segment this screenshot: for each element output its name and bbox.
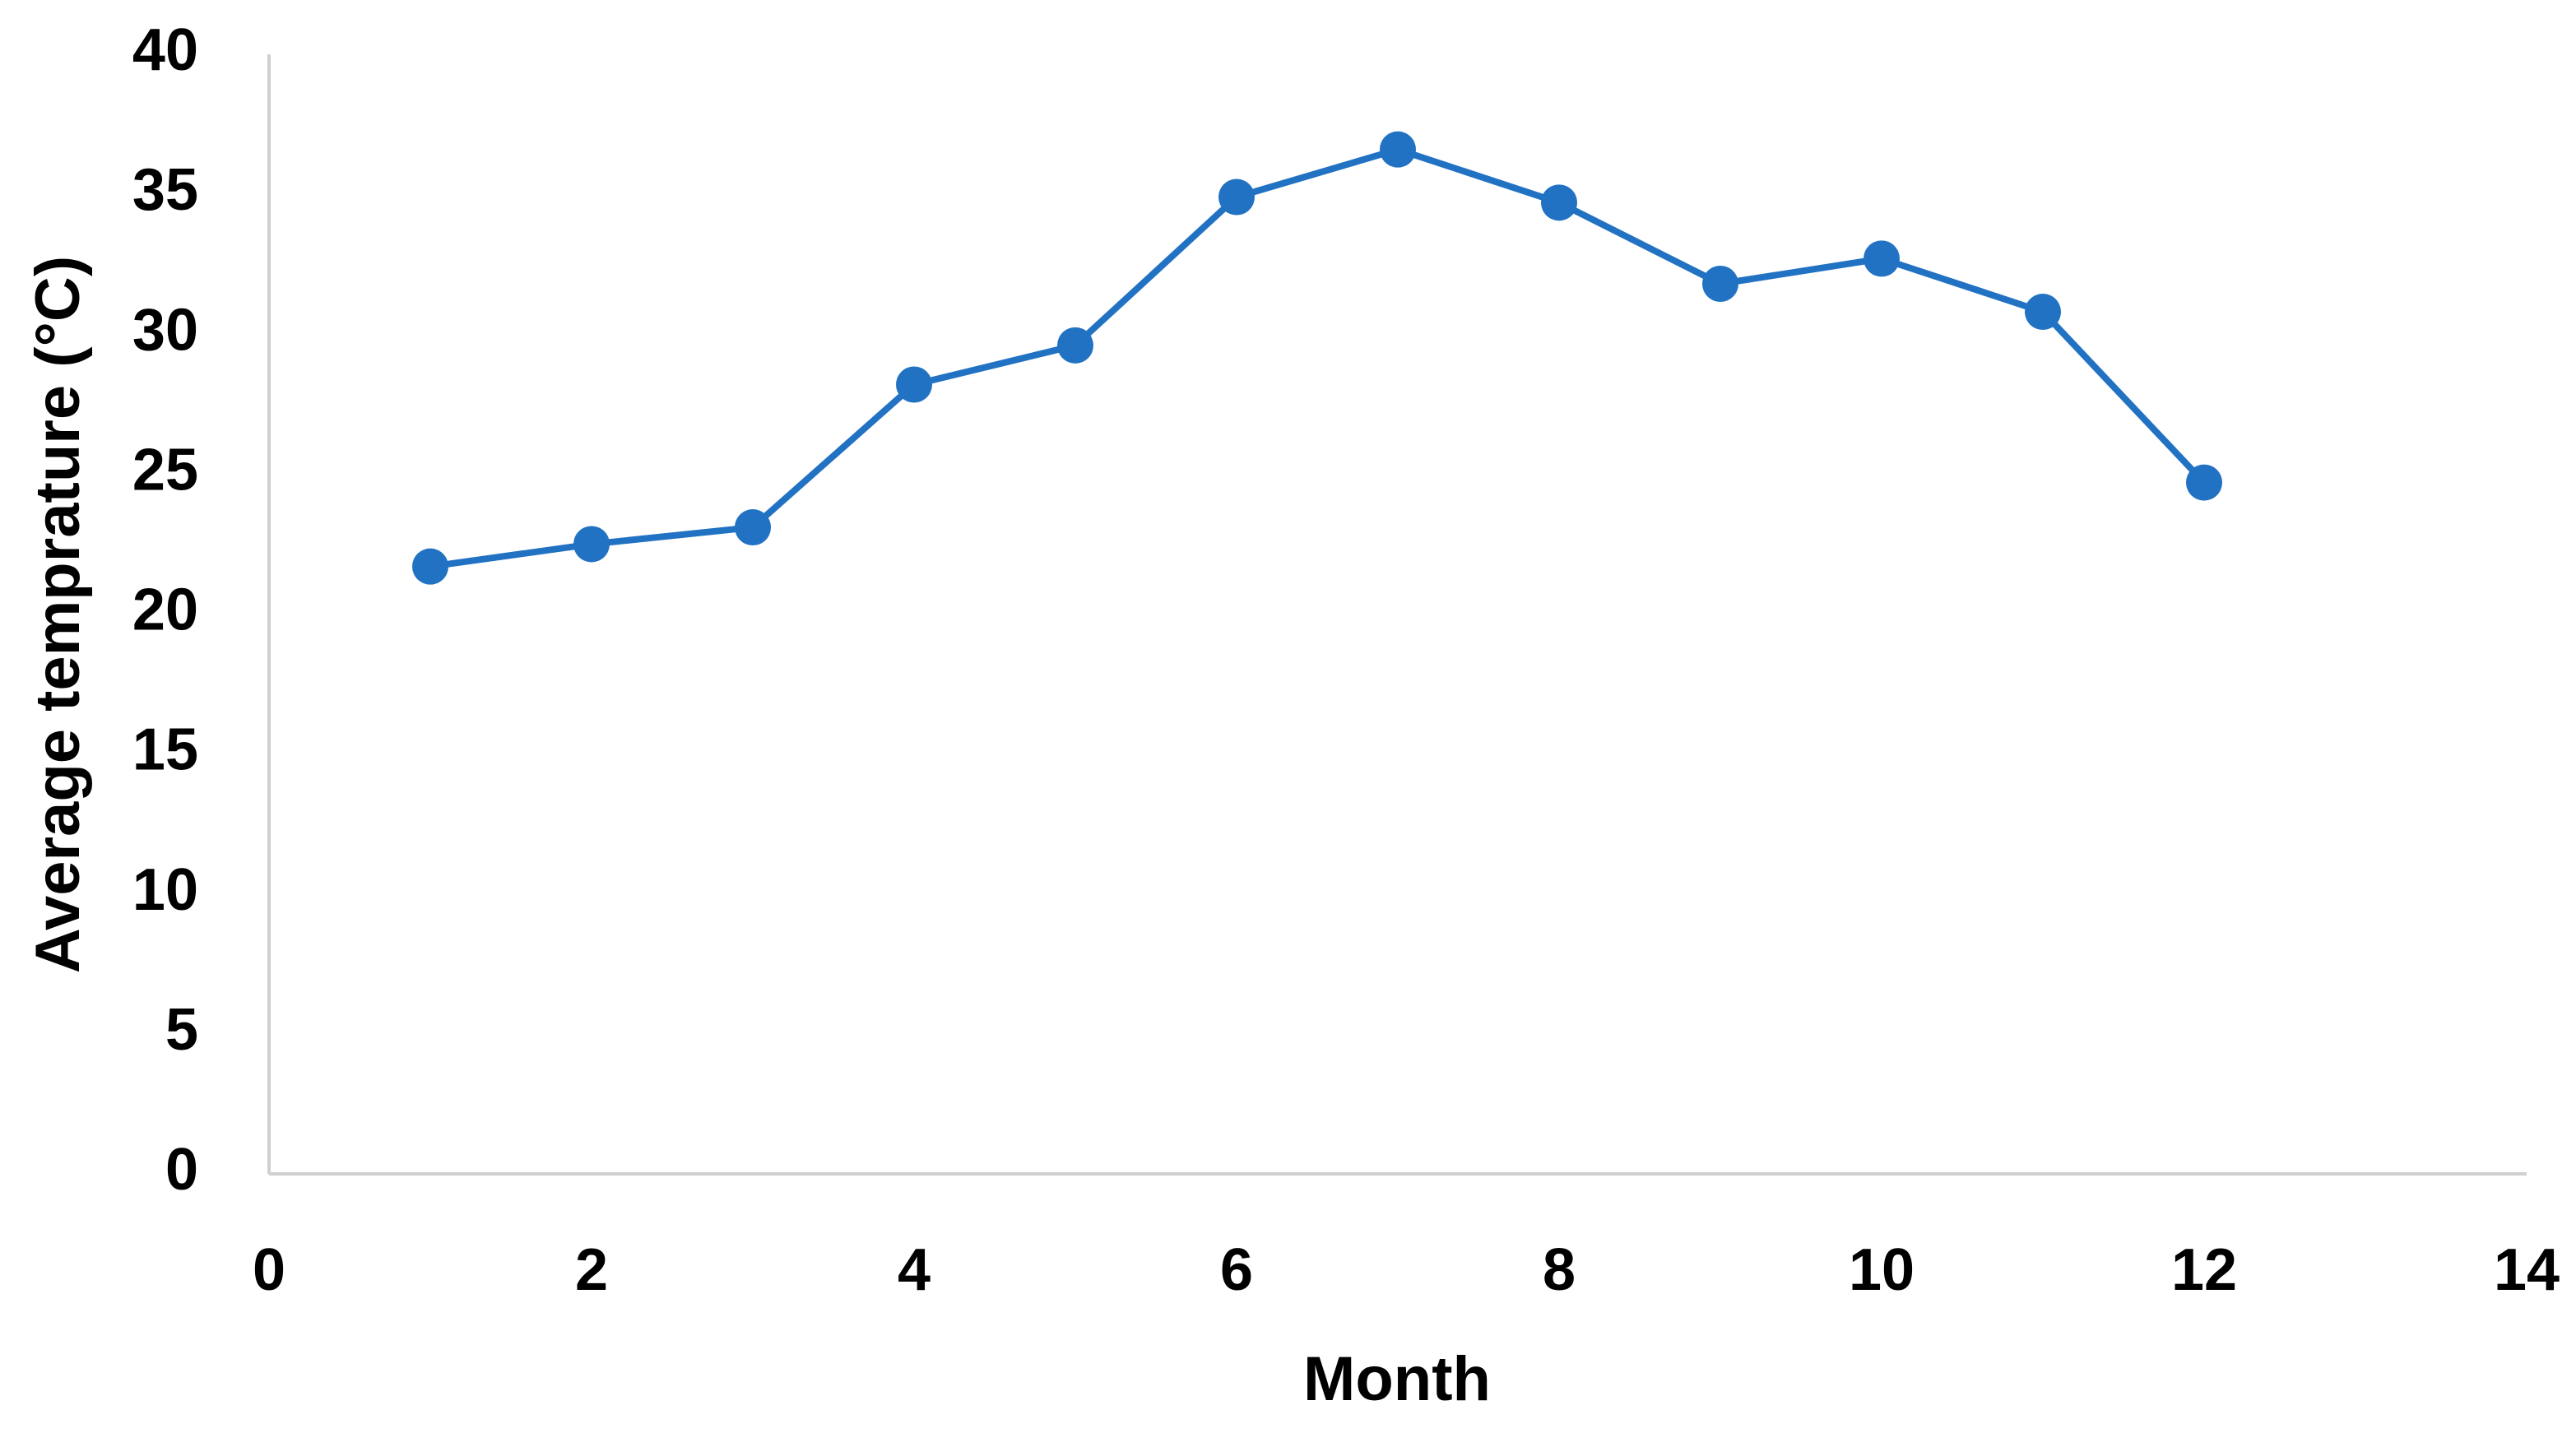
data-point <box>2025 294 2061 331</box>
x-tick-label: 4 <box>898 1237 931 1303</box>
x-tick-label: 14 <box>2494 1237 2560 1303</box>
x-axis-title: Month <box>1303 1344 1491 1414</box>
x-tick-label: 12 <box>2171 1237 2237 1303</box>
data-point <box>1541 184 1577 221</box>
y-tick-label: 5 <box>165 997 198 1063</box>
y-tick-label: 40 <box>132 17 198 83</box>
x-tick-label: 8 <box>1543 1237 1576 1303</box>
data-line <box>429 146 2207 570</box>
y-axis-title: Average temprature (°C) <box>23 256 93 973</box>
y-tick-label: 20 <box>132 577 198 643</box>
x-tick-label: 6 <box>1220 1237 1253 1303</box>
y-tick-label: 30 <box>132 297 198 363</box>
y-tick-label: 15 <box>132 717 198 783</box>
data-point <box>2186 464 2222 501</box>
data-point <box>1057 327 1093 364</box>
data-point <box>896 366 932 403</box>
data-point <box>735 509 771 546</box>
x-tick-label: 10 <box>1849 1237 1915 1303</box>
y-tick-label: 0 <box>165 1137 198 1203</box>
data-point <box>412 548 448 585</box>
y-tick-label: 10 <box>132 857 198 923</box>
y-tick-label: 25 <box>132 437 198 503</box>
x-tick-label: 2 <box>575 1237 608 1303</box>
y-tick-label: 35 <box>132 157 198 223</box>
data-point <box>1218 179 1255 216</box>
data-point <box>1864 240 1900 277</box>
data-point <box>1380 131 1416 168</box>
data-point <box>573 526 610 563</box>
data-point <box>1702 266 1738 303</box>
x-tick-label: 0 <box>253 1237 285 1303</box>
